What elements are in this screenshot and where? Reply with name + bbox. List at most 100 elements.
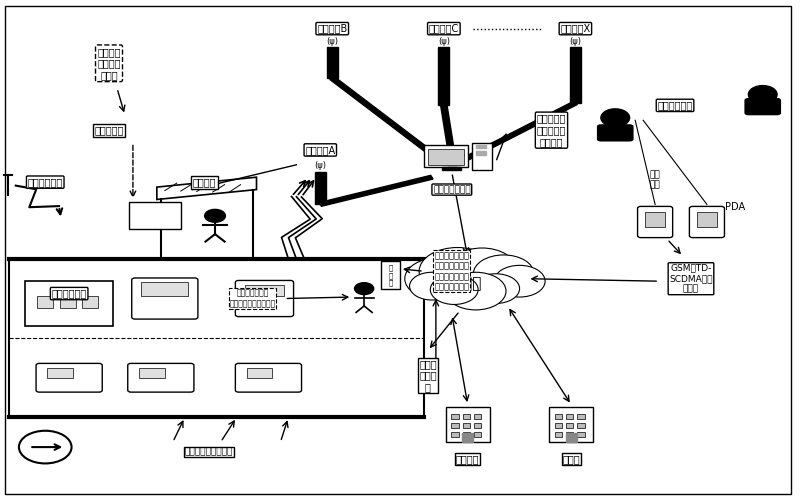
Text: 汇聚节点A: 汇聚节点A (306, 145, 335, 155)
FancyBboxPatch shape (638, 206, 673, 238)
Text: 配备给交管员的
特殊硬件信号发送装置: 配备给交管员的 特殊硬件信号发送装置 (230, 289, 276, 308)
Polygon shape (462, 102, 578, 161)
FancyBboxPatch shape (246, 368, 273, 378)
Circle shape (494, 265, 545, 297)
FancyBboxPatch shape (578, 414, 585, 419)
Circle shape (410, 272, 454, 300)
FancyBboxPatch shape (462, 414, 470, 419)
FancyBboxPatch shape (578, 423, 585, 428)
Text: PDA: PDA (726, 202, 746, 212)
Polygon shape (438, 47, 450, 106)
FancyBboxPatch shape (645, 212, 666, 227)
FancyBboxPatch shape (59, 296, 75, 308)
FancyBboxPatch shape (245, 285, 284, 296)
FancyBboxPatch shape (132, 278, 198, 319)
Circle shape (419, 248, 496, 295)
Circle shape (748, 86, 777, 104)
FancyBboxPatch shape (566, 423, 574, 428)
FancyBboxPatch shape (566, 414, 574, 419)
Text: 车流量数据采集节点: 车流量数据采集节点 (185, 448, 233, 457)
FancyBboxPatch shape (744, 98, 781, 116)
FancyBboxPatch shape (381, 261, 400, 289)
FancyBboxPatch shape (462, 432, 470, 437)
Text: 移动通讯用户: 移动通讯用户 (658, 101, 693, 111)
Text: (ψ): (ψ) (314, 161, 326, 170)
Text: 改变交通灯的闪
烁、等待时间，
以及控制公交站
台的电子布告栏: 改变交通灯的闪 烁、等待时间， 以及控制公交站 台的电子布告栏 (434, 251, 470, 291)
Circle shape (205, 209, 226, 222)
FancyBboxPatch shape (128, 364, 194, 392)
FancyBboxPatch shape (597, 124, 634, 141)
FancyBboxPatch shape (129, 202, 181, 229)
Circle shape (405, 258, 472, 299)
FancyBboxPatch shape (139, 368, 165, 378)
Polygon shape (566, 433, 577, 442)
Polygon shape (330, 77, 442, 161)
FancyBboxPatch shape (235, 280, 294, 317)
Text: 红
绿
灯: 红 绿 灯 (388, 264, 393, 286)
FancyBboxPatch shape (550, 407, 594, 442)
FancyBboxPatch shape (428, 149, 464, 165)
FancyBboxPatch shape (235, 364, 302, 392)
Text: 后台处理服务器: 后台处理服务器 (433, 185, 470, 194)
FancyBboxPatch shape (555, 432, 562, 437)
Polygon shape (442, 167, 462, 170)
Text: 公交站台: 公交站台 (193, 177, 217, 187)
Text: 红绿灯
控制系
统: 红绿灯 控制系 统 (419, 359, 437, 392)
Text: 移动车载节点: 移动车载节点 (51, 288, 86, 299)
Text: 运营商: 运营商 (562, 455, 580, 465)
Circle shape (446, 272, 506, 310)
Polygon shape (570, 47, 581, 103)
Polygon shape (157, 177, 257, 200)
Polygon shape (462, 433, 474, 442)
Circle shape (474, 255, 534, 293)
FancyBboxPatch shape (578, 432, 585, 437)
Text: (ψ): (ψ) (326, 36, 338, 45)
Text: GSM、TD-
SCDMA等基
础网络: GSM、TD- SCDMA等基 础网络 (670, 264, 713, 294)
Polygon shape (326, 47, 338, 78)
Text: 汇聚节点X: 汇聚节点X (560, 23, 590, 34)
FancyBboxPatch shape (697, 212, 718, 227)
FancyBboxPatch shape (142, 282, 188, 296)
Circle shape (354, 283, 374, 294)
Text: (ψ): (ψ) (570, 36, 582, 45)
FancyBboxPatch shape (690, 206, 725, 238)
Text: 智能
手机: 智能 手机 (650, 170, 661, 189)
FancyBboxPatch shape (474, 432, 481, 437)
FancyBboxPatch shape (26, 281, 113, 326)
FancyBboxPatch shape (424, 145, 468, 167)
Polygon shape (314, 172, 326, 205)
Text: 交管部门: 交管部门 (456, 455, 479, 465)
FancyBboxPatch shape (10, 259, 424, 417)
FancyBboxPatch shape (82, 296, 98, 308)
Circle shape (601, 109, 630, 126)
Text: 沿途汇聚节点: 沿途汇聚节点 (28, 177, 63, 187)
Text: 互联网: 互联网 (454, 276, 482, 291)
FancyBboxPatch shape (462, 423, 470, 428)
Circle shape (19, 431, 71, 464)
Circle shape (449, 248, 515, 290)
FancyBboxPatch shape (474, 423, 481, 428)
Circle shape (472, 274, 519, 303)
FancyBboxPatch shape (47, 368, 73, 378)
FancyBboxPatch shape (38, 296, 54, 308)
FancyBboxPatch shape (555, 414, 562, 419)
Text: 汇聚节点C: 汇聚节点C (429, 23, 459, 34)
Text: 汇聚节点B: 汇聚节点B (317, 23, 347, 34)
Text: (ψ): (ψ) (438, 36, 450, 45)
FancyBboxPatch shape (472, 142, 492, 170)
Polygon shape (441, 105, 455, 155)
FancyBboxPatch shape (474, 414, 481, 419)
FancyBboxPatch shape (451, 423, 458, 428)
FancyBboxPatch shape (555, 423, 562, 428)
Text: 电子布告栏: 电子布告栏 (94, 125, 124, 135)
FancyBboxPatch shape (451, 432, 458, 437)
Text: 用户通过网
页形式进行
访问查询: 用户通过网 页形式进行 访问查询 (537, 114, 566, 147)
FancyBboxPatch shape (451, 414, 458, 419)
Text: 提示公交
车到站剩
余时间: 提示公交 车到站剩 余时间 (98, 47, 121, 80)
Polygon shape (319, 175, 433, 206)
FancyBboxPatch shape (566, 432, 574, 437)
FancyBboxPatch shape (36, 364, 102, 392)
Polygon shape (476, 144, 486, 148)
Polygon shape (476, 151, 486, 155)
Circle shape (430, 275, 478, 304)
